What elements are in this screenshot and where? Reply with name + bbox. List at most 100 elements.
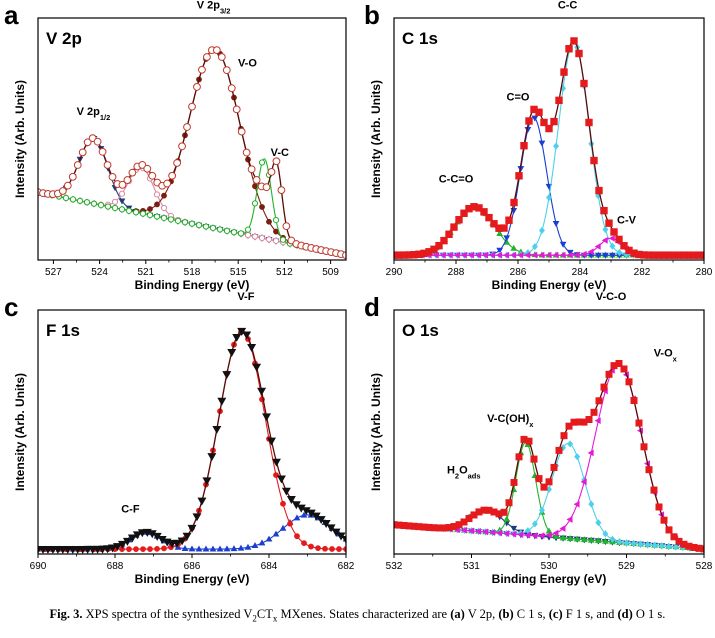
x-axis-label: Binding Energy (eV) <box>135 572 250 586</box>
data-point <box>187 524 197 533</box>
data-point <box>538 251 545 259</box>
data-point <box>650 486 658 494</box>
x-tick-label: 286 <box>510 267 527 278</box>
data-point <box>316 516 326 524</box>
data-point <box>587 449 594 457</box>
data-point <box>503 530 510 537</box>
data-point <box>540 483 548 491</box>
y-axis-label: Intensity (Arb. Units) <box>13 373 27 491</box>
data-point <box>515 453 523 461</box>
data-point <box>69 196 77 203</box>
data-point <box>665 526 673 534</box>
data-point <box>230 545 238 552</box>
plot-area <box>38 46 346 260</box>
peak-label: V 2p1/2 <box>77 106 111 122</box>
data-point <box>535 108 543 116</box>
data-point <box>566 516 573 523</box>
peak-label: V-C-O <box>596 291 627 303</box>
data-point <box>273 472 279 478</box>
data-point <box>209 545 217 552</box>
x-axis-label: Binding Energy (eV) <box>492 572 607 586</box>
data-point <box>435 241 443 250</box>
peak-label: C-V <box>617 215 637 227</box>
data-point <box>209 224 217 232</box>
data-point <box>322 545 328 552</box>
peak-label: V-C <box>271 147 289 159</box>
data-point <box>600 206 608 215</box>
data-point <box>559 525 566 532</box>
data-point <box>530 455 538 463</box>
data-point <box>258 539 266 546</box>
data-point <box>531 115 539 122</box>
data-point <box>595 186 603 195</box>
data-point <box>505 216 513 224</box>
data-point <box>227 84 236 93</box>
data-point <box>217 53 226 61</box>
data-point <box>244 543 252 550</box>
caption-label: Fig. 3. <box>49 607 83 621</box>
data-point <box>615 235 623 244</box>
data-point <box>601 537 609 544</box>
data-point <box>655 503 663 511</box>
data-point <box>440 236 448 245</box>
data-point <box>637 540 644 548</box>
data-point <box>660 516 668 524</box>
x-tick-label: 527 <box>45 267 62 278</box>
data-point <box>161 192 167 199</box>
data-point <box>294 533 300 540</box>
data-point <box>232 333 242 342</box>
data-point <box>301 540 307 546</box>
data-point <box>651 541 658 549</box>
data-point <box>616 538 623 546</box>
data-point <box>550 463 558 471</box>
data-point <box>188 102 196 111</box>
figure-caption: Fig. 3. XPS spectra of the synthesized V… <box>49 607 666 624</box>
data-point <box>118 190 126 197</box>
data-point <box>460 209 468 217</box>
data-point <box>665 542 672 550</box>
data-point <box>244 226 252 233</box>
data-point <box>510 244 518 251</box>
peak-label: C-C=O <box>439 174 474 186</box>
data-point <box>545 478 553 486</box>
data-point <box>595 397 603 405</box>
data-point <box>267 167 276 176</box>
data-point <box>197 497 207 506</box>
series-component-1 <box>38 329 346 553</box>
data-point <box>616 249 623 257</box>
x-axis-label: Binding Energy (eV) <box>135 278 250 292</box>
data-point <box>575 49 583 58</box>
axes-frame <box>393 17 705 261</box>
data-point <box>147 206 153 212</box>
data-point <box>565 45 573 53</box>
panel-title: V 2p <box>46 29 82 48</box>
data-point <box>467 527 474 535</box>
data-point <box>279 236 287 243</box>
panel-title: F 1s <box>46 321 80 340</box>
data-point <box>566 251 573 259</box>
peak-label: V 2p3/2 <box>197 0 231 15</box>
data-point <box>181 544 189 551</box>
data-point <box>467 251 474 259</box>
data-point <box>262 183 271 192</box>
data-point <box>202 223 210 230</box>
data-point <box>552 533 560 540</box>
x-tick-label: 528 <box>696 561 713 572</box>
panel-letter: a <box>4 0 19 30</box>
peak-label: C-F <box>121 504 140 516</box>
data-point <box>475 204 483 212</box>
data-point <box>280 500 286 507</box>
data-point <box>474 528 481 535</box>
data-point <box>140 546 146 552</box>
series-envelope-5 <box>394 359 704 553</box>
data-point <box>282 222 291 231</box>
data-point <box>232 105 241 114</box>
data-point <box>496 247 504 254</box>
data-point <box>272 217 280 224</box>
data-point <box>293 514 301 521</box>
data-point <box>446 251 453 259</box>
data-point <box>97 202 105 209</box>
data-point <box>326 524 336 533</box>
x-tick-label: 682 <box>338 561 355 572</box>
data-point <box>93 137 102 146</box>
